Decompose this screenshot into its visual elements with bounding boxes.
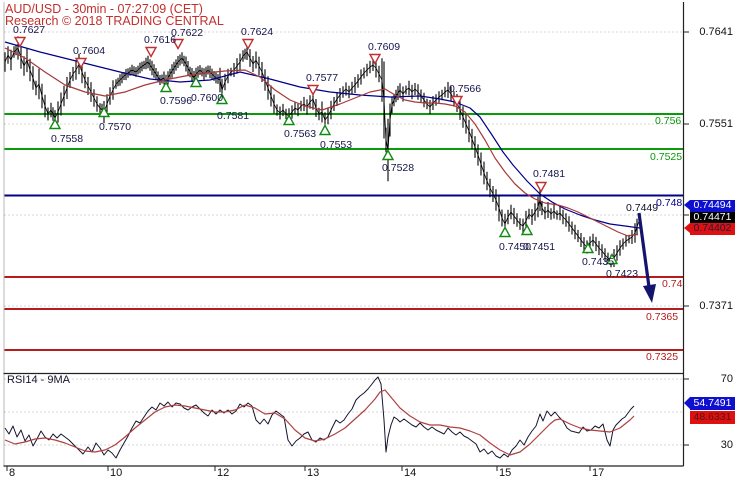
date-axis-label: 14 bbox=[404, 467, 417, 479]
date-axis-label: 12 bbox=[217, 467, 230, 479]
resistance-marker-label: 0.7481 bbox=[533, 168, 566, 180]
forecast-arrow-head-icon bbox=[643, 284, 656, 303]
support-triangle-icon bbox=[159, 81, 173, 93]
price-axis-label: 0.7371 bbox=[699, 300, 733, 312]
resistance-marker-label: 0.7566 bbox=[449, 83, 482, 95]
resistance-marker-label: 0.7577 bbox=[306, 72, 339, 84]
support-marker-label: 0.7596 bbox=[160, 95, 193, 107]
level-label: 0.748 bbox=[656, 197, 683, 209]
resistance-triangle-icon bbox=[450, 95, 464, 107]
support-triangle-icon bbox=[318, 124, 332, 136]
resistance-marker-label: 0.7604 bbox=[73, 45, 106, 57]
chart-title: AUD/USD - 30min - 07:27:09 (CET) bbox=[5, 2, 203, 16]
resistance-triangle-icon bbox=[144, 46, 158, 58]
support-marker-label: 0.7435 bbox=[582, 256, 615, 268]
date-axis-label: 10 bbox=[110, 467, 123, 479]
resistance-triangle-icon bbox=[306, 84, 320, 96]
support-marker-label: 0.7451 bbox=[523, 241, 556, 253]
level-label: 0.7325 bbox=[646, 351, 679, 363]
chart-copyright: Research © 2018 TRADING CENTRAL bbox=[5, 14, 224, 28]
resistance-triangle-icon bbox=[74, 57, 88, 69]
support-triangle-icon bbox=[282, 114, 296, 126]
support-marker-label: 0.7423 bbox=[606, 268, 639, 280]
price-badge-arrow-icon bbox=[684, 200, 690, 210]
date-axis-label: 8 bbox=[9, 467, 16, 479]
support-triangle-icon bbox=[581, 242, 595, 254]
rsi-badge-arrow-icon bbox=[684, 397, 690, 409]
support-marker-label: 0.7553 bbox=[320, 139, 353, 151]
date-axis-label: 17 bbox=[592, 467, 605, 479]
support-marker-label: 0.7558 bbox=[51, 133, 84, 145]
support-marker-label: 0.7450 bbox=[499, 241, 532, 253]
resistance-triangle-icon bbox=[534, 181, 548, 193]
resistance-triangle-icon bbox=[241, 38, 255, 50]
resistance-marker-label: 0.7627 bbox=[13, 24, 46, 36]
level-label: 0.7525 bbox=[650, 151, 683, 163]
resistance-marker-label: 0.7609 bbox=[368, 41, 401, 53]
resistance-marker-label: 0.7616 bbox=[144, 34, 177, 46]
price-badge: 0.74402 bbox=[684, 222, 735, 235]
support-triangle-icon bbox=[189, 76, 203, 88]
rsi-axis-label: 30 bbox=[720, 439, 733, 451]
support-marker-label: 0.7528 bbox=[382, 162, 415, 174]
rsi-panel-label: RSI14 - 9MA bbox=[7, 374, 70, 386]
price-badge-arrow-icon bbox=[684, 223, 690, 233]
resistance-marker-label: 0.7624 bbox=[241, 26, 274, 38]
rsi-badge: 54.7491 bbox=[684, 397, 735, 410]
support-triangle-icon bbox=[520, 224, 534, 236]
resistance-triangle-icon bbox=[13, 36, 27, 48]
support-marker-label: 0.7563 bbox=[284, 128, 317, 140]
level-label: 0.74 bbox=[662, 278, 683, 290]
ma-fast-red bbox=[4, 47, 639, 237]
forecast-arrow-shaft bbox=[637, 212, 651, 288]
price-badge: 0.74494 bbox=[684, 199, 735, 212]
rsi-axis-label: 70 bbox=[720, 373, 733, 385]
support-marker-label: 0.7600 bbox=[191, 92, 224, 104]
resistance-triangle-icon bbox=[171, 38, 185, 50]
price-axis-label: 0.7551 bbox=[699, 118, 733, 130]
level-label: 0.7365 bbox=[646, 311, 679, 323]
date-axis-label: 13 bbox=[307, 467, 320, 479]
rsi-badge: 48.6331 bbox=[690, 410, 735, 424]
price-badge: 0.74471 bbox=[690, 211, 735, 223]
last-high-label: 0.7449 bbox=[626, 202, 659, 214]
support-triangle-icon bbox=[498, 226, 512, 238]
price-axis-label: 0.7641 bbox=[699, 26, 733, 38]
support-triangle-icon bbox=[97, 106, 111, 118]
support-triangle-icon bbox=[215, 93, 229, 105]
support-triangle-icon bbox=[381, 149, 395, 161]
support-marker-label: 0.7581 bbox=[217, 110, 250, 122]
rsi-ma-line bbox=[4, 389, 635, 456]
support-triangle-icon bbox=[48, 118, 62, 130]
support-marker-label: 0.7570 bbox=[99, 121, 132, 133]
rsi-line bbox=[4, 376, 635, 459]
resistance-triangle-icon bbox=[368, 53, 382, 65]
date-axis-label: 15 bbox=[499, 467, 512, 479]
level-label: 0.756 bbox=[655, 115, 682, 127]
resistance-marker-label: 0.7622 bbox=[171, 27, 204, 39]
support-triangle-icon bbox=[605, 253, 619, 265]
ma-slow-blue bbox=[4, 41, 641, 229]
